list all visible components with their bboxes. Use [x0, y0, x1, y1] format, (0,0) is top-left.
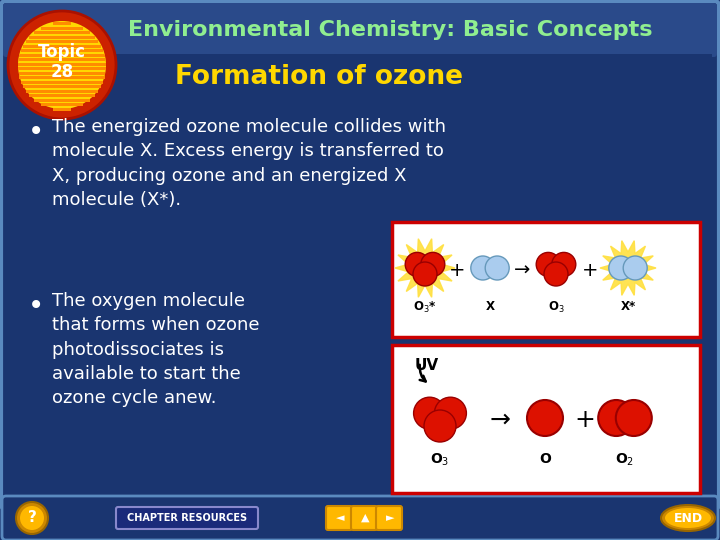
FancyBboxPatch shape: [3, 3, 717, 57]
Text: +: +: [582, 260, 598, 280]
Text: Environmental Chemistry: Basic Concepts: Environmental Chemistry: Basic Concepts: [127, 20, 652, 40]
Bar: [53, 22, 71, 25]
FancyBboxPatch shape: [2, 496, 718, 540]
Circle shape: [413, 262, 437, 286]
Text: Formation of ozone: Formation of ozone: [175, 64, 463, 90]
Text: →: →: [514, 260, 530, 280]
FancyBboxPatch shape: [392, 345, 700, 493]
Bar: [19, 53, 104, 57]
Bar: [53, 108, 71, 111]
Text: ►: ►: [386, 513, 395, 523]
Text: ◄: ◄: [336, 513, 344, 523]
Circle shape: [8, 11, 116, 119]
Text: END: END: [673, 511, 703, 524]
Bar: [19, 72, 105, 75]
Circle shape: [609, 256, 633, 280]
Text: O$_2$: O$_2$: [616, 452, 634, 468]
Ellipse shape: [665, 508, 711, 528]
Polygon shape: [600, 241, 656, 295]
Text: CHAPTER RESOURCES: CHAPTER RESOURCES: [127, 513, 247, 523]
Circle shape: [434, 397, 467, 429]
Bar: [21, 49, 103, 52]
Ellipse shape: [661, 505, 715, 531]
Bar: [26, 90, 99, 93]
Circle shape: [598, 400, 634, 436]
Text: •: •: [28, 118, 44, 146]
Circle shape: [527, 400, 563, 436]
Circle shape: [471, 256, 495, 280]
Circle shape: [485, 256, 509, 280]
Polygon shape: [395, 239, 455, 297]
Circle shape: [616, 400, 652, 436]
Bar: [19, 76, 104, 79]
FancyBboxPatch shape: [376, 506, 402, 530]
Circle shape: [405, 252, 429, 276]
Circle shape: [624, 256, 647, 280]
Text: Topic
28: Topic 28: [38, 43, 86, 82]
Bar: [26, 40, 99, 43]
Bar: [19, 58, 105, 61]
Text: ▲: ▲: [361, 513, 369, 523]
Bar: [40, 26, 84, 30]
FancyBboxPatch shape: [392, 222, 700, 337]
Text: O: O: [539, 452, 551, 466]
Bar: [23, 85, 101, 89]
Circle shape: [16, 502, 48, 534]
Text: O$_3$: O$_3$: [431, 452, 450, 468]
FancyBboxPatch shape: [115, 54, 712, 96]
FancyBboxPatch shape: [116, 507, 258, 529]
Text: X*: X*: [621, 300, 636, 313]
Circle shape: [544, 262, 568, 286]
Text: X: X: [485, 300, 495, 313]
Circle shape: [420, 252, 445, 276]
Text: UV: UV: [415, 358, 439, 373]
Text: ?: ?: [27, 510, 37, 525]
Bar: [18, 68, 106, 70]
Bar: [30, 36, 95, 38]
Circle shape: [18, 21, 106, 109]
Bar: [21, 81, 103, 84]
Text: +: +: [449, 260, 465, 280]
Bar: [23, 45, 101, 48]
FancyBboxPatch shape: [326, 506, 352, 530]
Circle shape: [424, 410, 456, 442]
Text: •: •: [28, 292, 44, 320]
Circle shape: [536, 252, 560, 276]
Circle shape: [413, 397, 446, 429]
Circle shape: [20, 506, 44, 530]
Text: The energized ozone molecule collides with
molecule X. Excess energy is transfer: The energized ozone molecule collides wi…: [52, 118, 446, 209]
Text: →: →: [490, 408, 510, 432]
Text: +: +: [575, 408, 595, 432]
Text: O$_3$: O$_3$: [548, 300, 564, 315]
Circle shape: [552, 252, 576, 276]
Bar: [40, 104, 84, 106]
Text: The oxygen molecule
that forms when ozone
photodissociates is
available to start: The oxygen molecule that forms when ozon…: [52, 292, 259, 407]
Bar: [18, 63, 106, 66]
Bar: [34, 31, 90, 34]
Bar: [34, 99, 90, 102]
FancyBboxPatch shape: [1, 1, 719, 509]
Bar: [30, 94, 95, 97]
FancyBboxPatch shape: [351, 506, 377, 530]
Text: O$_3$*: O$_3$*: [413, 300, 437, 315]
